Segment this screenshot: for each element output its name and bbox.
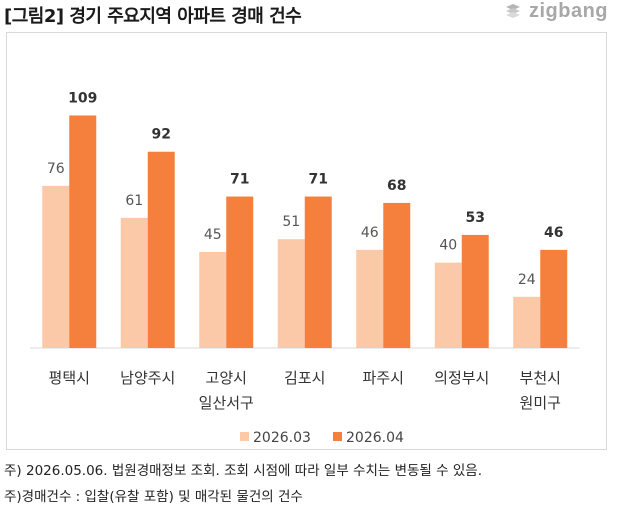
data-label-2026.03-5: 40: [439, 238, 457, 254]
chart-frame: [6, 32, 607, 450]
bar-2026.03-0: [42, 185, 70, 348]
data-label-2026.04-4: 68: [387, 178, 406, 194]
zigbang-logo-icon: [505, 3, 520, 18]
legend-swatch-2026.04: [333, 432, 342, 441]
x-tick-label-3-0: 김포시: [284, 369, 325, 387]
x-tick-label-6-1: 원미구: [520, 394, 561, 412]
bar-2026.04-5: [461, 234, 489, 348]
x-tick-label-5-0: 의정부시: [434, 369, 489, 387]
data-label-2026.03-0: 76: [47, 161, 65, 177]
legend-label-2026.04: 2026.04: [346, 430, 404, 446]
data-label-2026.04-5: 53: [466, 210, 485, 226]
brand-logo: zigbang: [503, 0, 608, 23]
bar-2026.03-5: [434, 262, 462, 348]
data-label-2026.04-0: 109: [68, 90, 97, 106]
data-label-2026.04-2: 71: [230, 172, 249, 188]
x-tick-label-1-0: 남양주시: [120, 369, 175, 387]
x-tick-label-6-0: 부천시: [520, 369, 561, 387]
data-label-2026.04-6: 46: [544, 225, 563, 241]
data-label-2026.03-6: 24: [518, 272, 536, 288]
page-title: [그림2] 경기 주요지역 아파트 경매 건수: [4, 6, 302, 27]
bar-2026.03-2: [199, 252, 227, 348]
legend-swatch-2026.03: [240, 432, 249, 441]
footnotes: 주) 2026.05.06. 법원경매정보 조회. 조회 시점에 따라 일부 수…: [4, 458, 482, 510]
legend-label-2026.03: 2026.03: [253, 430, 311, 446]
footnote-definition: 주)경매건수 : 입찰(유찰 포함) 및 매각된 물건의 건수: [4, 489, 303, 505]
footnote-source: 주) 2026.05.06. 법원경매정보 조회. 조회 시점에 따라 일부 수…: [4, 463, 482, 479]
bar-2026.04-1: [147, 151, 175, 348]
bar-2026.03-3: [277, 239, 305, 348]
x-tick-label-2-0: 고양시: [206, 369, 247, 387]
data-label-2026.04-3: 71: [309, 172, 328, 188]
bar-2026.03-1: [120, 217, 148, 348]
data-label-2026.03-1: 61: [125, 193, 143, 209]
bar-2026.04-0: [69, 115, 97, 348]
data-label-2026.03-4: 46: [361, 225, 379, 241]
x-tick-label-4-0: 파주시: [363, 369, 404, 387]
bar-2026.04-3: [304, 196, 332, 348]
bar-2026.03-6: [513, 296, 541, 348]
data-label-2026.03-3: 51: [282, 214, 300, 230]
brand-name: zigbang: [528, 0, 608, 22]
data-label-2026.04-1: 92: [152, 127, 171, 143]
x-tick-label-2-1: 일산서구: [199, 394, 254, 412]
bar-2026.04-6: [540, 249, 568, 348]
bar-2026.03-4: [356, 249, 384, 348]
bar-2026.04-4: [383, 202, 411, 348]
bar-2026.04-2: [226, 196, 254, 348]
x-tick-label-0-0: 평택시: [49, 369, 90, 387]
data-label-2026.03-2: 45: [204, 227, 222, 243]
